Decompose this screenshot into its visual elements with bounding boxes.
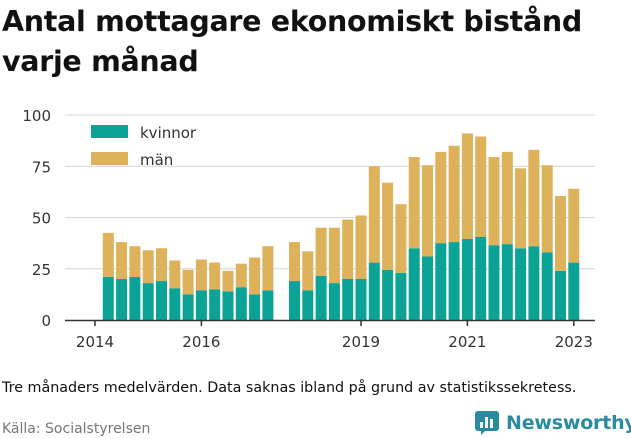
bar-kvinnor [116,279,128,320]
bar-kvinnor [222,291,234,320]
y-tick-label: 100 [22,107,51,125]
source-note: Källa: Socialstyrelsen [2,421,151,437]
bar-kvinnor [528,246,540,320]
bar-kvinnor [475,236,487,320]
bar-chart-logo-icon [475,411,499,435]
bar-kvinnor [435,243,447,320]
bar-man [328,227,340,284]
x-tick-label: 2014 [76,333,114,351]
bar-man [422,165,433,257]
legend-label-man: män [140,151,173,169]
bar-man [222,270,234,292]
bar-kvinnor [368,262,380,320]
bar-kvinnor [102,276,114,320]
bar-kvinnor [195,290,207,320]
bar-man [142,250,154,284]
bar-man [355,215,367,279]
bar-man [515,168,527,249]
bar-kvinnor [382,269,394,320]
bar-man [116,242,128,279]
bar-man [169,260,181,289]
x-tick-label: 2021 [448,333,486,351]
bar-kvinnor [355,279,367,320]
bar-man [475,136,487,237]
x-tick-label: 2019 [342,333,380,351]
bar-man [289,242,300,282]
bar-man [262,246,274,291]
y-tick-label: 25 [32,261,51,279]
bar-man [129,246,141,277]
bar-kvinnor [142,283,154,320]
x-tick-label: 2023 [555,333,593,351]
chart: 0 25 50 75 100 2014 2016 2019 2021 2023 kvinnor … [22,107,595,351]
bar-kvinnor [249,294,261,320]
bar-man [555,195,566,271]
bar-kvinnor [501,244,513,320]
bar-man [315,227,327,276]
bar-man [209,262,221,290]
bar-kvinnor [235,287,247,320]
bar-kvinnor [262,290,274,320]
bars [102,133,580,320]
bar-man [448,145,460,243]
bar-kvinnor [182,294,194,320]
bar-man [395,204,407,273]
bar-man [568,188,580,263]
bar-man [102,232,114,277]
chart-title: Antal mottagare ekonomiskt bistånd varje… [2,5,582,78]
bar-kvinnor [541,252,553,320]
bar-kvinnor [129,276,141,320]
bar-kvinnor [315,275,327,320]
legend-swatch-kvinnor [91,125,128,138]
bar-man [488,157,500,246]
bar-kvinnor [515,248,527,320]
legend-label-kvinnor: kvinnor [140,124,197,142]
bar-kvinnor [302,290,314,320]
y-tick-label: 0 [41,312,51,330]
bar-kvinnor [448,242,460,320]
bar-kvinnor [408,248,420,320]
bar-man [528,149,540,247]
bar-kvinnor [169,288,181,320]
bar-kvinnor [289,281,300,320]
y-tick-label: 50 [32,210,51,228]
bar-man [435,151,447,244]
bar-kvinnor [209,289,221,320]
bar-kvinnor [328,283,340,320]
bar-man [195,259,207,291]
bar-kvinnor [342,279,354,320]
bar-kvinnor [156,281,167,320]
bar-kvinnor [568,262,580,320]
bar-man [182,269,194,295]
bar-man [408,157,420,249]
bar-man [501,151,513,245]
bar-man [368,166,380,263]
bar-man [342,219,354,279]
bar-kvinnor [488,245,500,320]
bar-man [249,257,261,295]
bar-kvinnor [395,272,407,320]
legend: kvinnor män [91,124,197,169]
bar-man [156,248,167,282]
bar-man [382,182,394,270]
bar-kvinnor [461,239,473,320]
bar-kvinnor [555,270,566,320]
bar-man [302,251,314,291]
x-tick-label: 2016 [182,333,220,351]
y-tick-label: 75 [32,158,51,176]
y-axis-tick-labels: 0 25 50 75 100 [22,107,51,330]
bar-kvinnor [422,256,433,320]
bar-man [461,133,473,240]
bar-man [235,263,247,288]
brand-name: Newsworthy [506,412,631,434]
bar-man [541,165,553,253]
x-axis: 2014 2016 2019 2021 2023 [65,319,595,351]
brand: Newsworthy [474,410,631,436]
chart-caption: Tre månaders medelvärden. Data saknas ib… [2,380,577,396]
legend-swatch-man [91,152,128,165]
